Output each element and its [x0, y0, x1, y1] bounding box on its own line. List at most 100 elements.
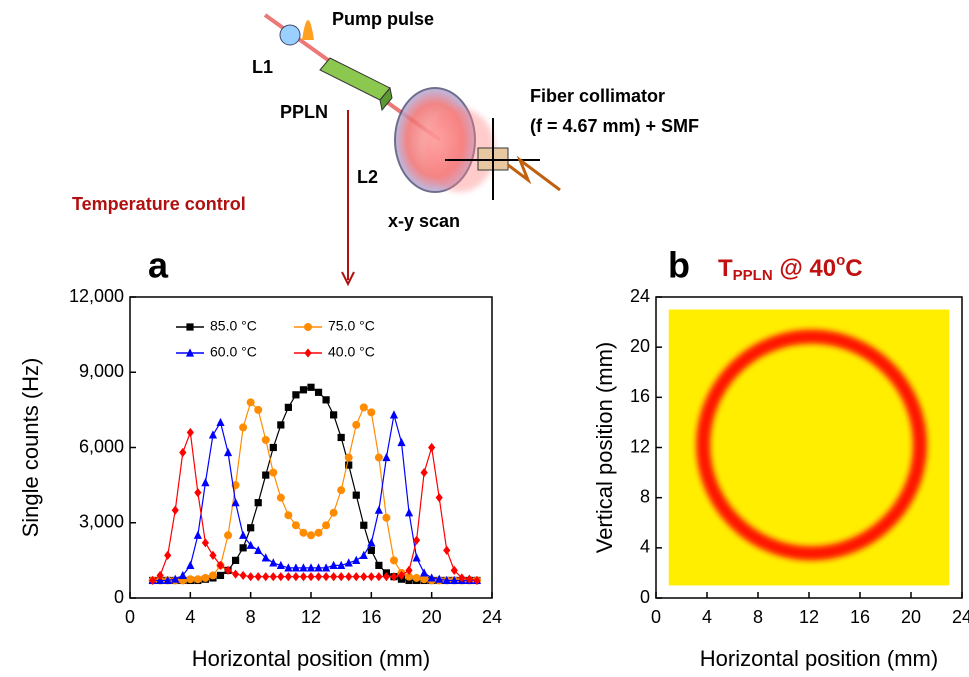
marker — [435, 574, 444, 583]
y-tick-label: 12,000 — [69, 286, 124, 306]
marker — [201, 573, 210, 582]
marker — [156, 570, 164, 581]
marker — [178, 570, 187, 580]
x-tick-label: 16 — [361, 607, 381, 627]
marker — [337, 560, 346, 569]
marker — [345, 461, 353, 469]
label-l1: L1 — [252, 57, 273, 77]
marker — [330, 411, 338, 419]
y-tick-label: 9,000 — [79, 361, 124, 381]
marker — [291, 563, 301, 572]
marker — [374, 505, 383, 514]
marker — [352, 555, 361, 564]
marker — [224, 565, 232, 576]
title-sup: o — [836, 252, 845, 269]
marker — [382, 513, 391, 522]
y-tick-label: 0 — [114, 587, 124, 607]
marker — [292, 572, 300, 582]
marker — [299, 386, 308, 394]
x-tick-label: 12 — [301, 607, 321, 627]
marker — [314, 563, 323, 572]
marker — [367, 408, 376, 417]
marker — [246, 540, 255, 549]
marker — [382, 572, 391, 582]
marker — [284, 511, 293, 520]
marker — [359, 550, 368, 559]
scan-arrows — [445, 118, 540, 200]
x-tick-label: 20 — [901, 607, 921, 627]
marker — [390, 572, 398, 582]
label-collimator: Fiber collimator — [530, 86, 665, 106]
pulse — [302, 20, 314, 40]
marker — [276, 560, 285, 569]
marker — [367, 572, 375, 582]
y-axis-label: Vertical position (mm) — [592, 342, 617, 554]
marker — [405, 572, 414, 581]
ppln-crystal — [319, 57, 391, 101]
marker — [337, 486, 346, 495]
marker — [375, 572, 383, 582]
marker — [322, 572, 330, 582]
marker — [223, 447, 233, 457]
marker — [216, 560, 225, 570]
marker — [420, 467, 428, 478]
marker — [262, 471, 270, 479]
marker — [359, 403, 368, 412]
y-tick-label: 12 — [630, 436, 650, 456]
marker — [171, 574, 180, 583]
marker — [352, 491, 360, 499]
marker — [352, 572, 360, 582]
marker — [450, 575, 459, 585]
marker — [239, 570, 247, 581]
y-axis-label: Single counts (Hz) — [18, 358, 43, 538]
marker — [269, 558, 278, 567]
x-tick-label: 20 — [422, 607, 442, 627]
marker — [247, 524, 255, 532]
marker — [329, 560, 338, 569]
title-t: T — [718, 255, 733, 282]
x-tick-label: 12 — [799, 607, 819, 627]
legend-label: 40.0 °C — [328, 344, 375, 360]
schematic: Pump pulse L1 PPLN Fiber collimator (f =… — [72, 9, 699, 287]
marker — [261, 435, 270, 444]
label-l2: L2 — [357, 167, 378, 187]
marker — [337, 433, 345, 442]
x-axis-label: Horizontal position (mm) — [192, 646, 430, 671]
marker — [352, 420, 361, 429]
x-tick-label: 4 — [185, 607, 195, 627]
marker — [299, 528, 308, 537]
y-tick-label: 3,000 — [79, 512, 124, 532]
marker — [344, 558, 353, 567]
series-line — [152, 414, 477, 582]
beam-spot — [425, 108, 495, 192]
marker — [345, 572, 353, 582]
marker — [412, 553, 421, 562]
marker — [367, 538, 376, 547]
y-tick-label: 20 — [630, 336, 650, 356]
marker — [375, 561, 383, 569]
marker — [239, 530, 248, 539]
marker — [330, 572, 338, 582]
x-tick-label: 8 — [753, 607, 763, 627]
y-tick-label: 6,000 — [79, 436, 124, 456]
marker — [186, 427, 194, 438]
x-tick-label: 4 — [702, 607, 712, 627]
marker — [420, 568, 429, 577]
marker — [231, 498, 240, 507]
marker — [412, 535, 421, 545]
y-tick-label: 8 — [640, 486, 650, 506]
marker — [208, 571, 217, 580]
marker — [397, 437, 406, 447]
marker — [231, 569, 240, 579]
marker — [314, 528, 323, 537]
marker — [163, 575, 172, 585]
marker — [435, 493, 443, 503]
label-scan: x-y scan — [388, 211, 460, 231]
label-pump: Pump pulse — [332, 9, 434, 29]
marker — [254, 545, 263, 554]
marker — [231, 556, 240, 564]
title-sub: PPLN — [733, 267, 773, 284]
marker — [216, 571, 225, 580]
y-tick-label: 24 — [630, 286, 650, 306]
